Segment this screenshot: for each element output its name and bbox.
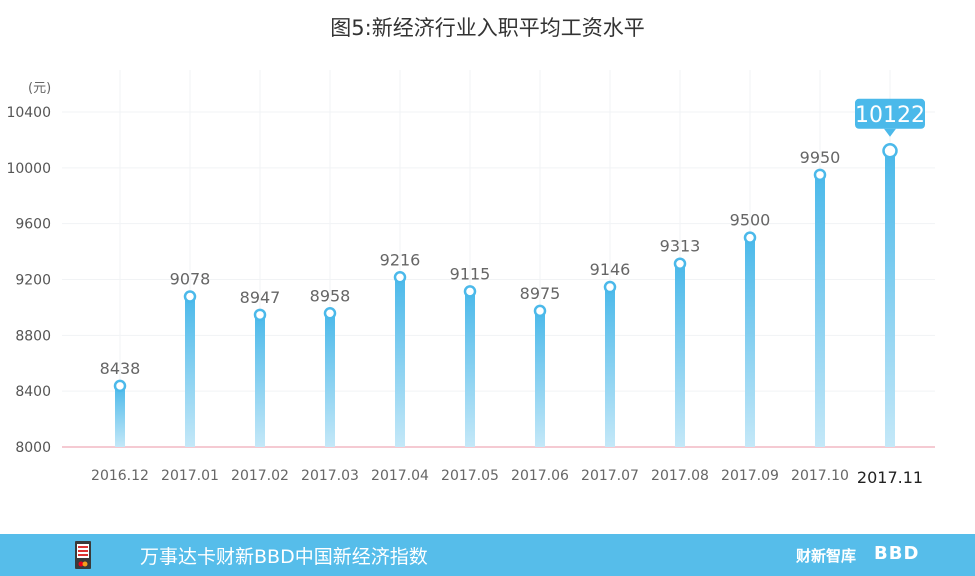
data-point-marker xyxy=(463,285,477,298)
bbd-brand: BBD xyxy=(874,543,920,564)
data-point-marker xyxy=(673,257,687,270)
value-callout-pointer xyxy=(884,128,896,137)
x-tick-label: 2017.04 xyxy=(371,468,429,484)
bar xyxy=(815,174,825,447)
bar-chart: 8000 8400 8800 9200 9600 10000 10400 (元) 8438 20… xyxy=(6,70,935,487)
data-label: 9146 xyxy=(590,260,631,279)
y-tick-label: 10400 xyxy=(6,105,51,121)
chart-title: 图5:新经济行业入职平均工资水平 xyxy=(330,16,645,40)
bar xyxy=(255,314,265,447)
y-tick-label: 10000 xyxy=(6,161,51,177)
caixin-brand: 财新智库 xyxy=(796,547,857,565)
data-label: 8947 xyxy=(240,288,281,307)
footer-title: 万事达卡财新BBD中国新经济指数 xyxy=(140,546,428,568)
data-label: 9950 xyxy=(800,148,841,167)
x-tick-label: 2017.03 xyxy=(301,468,359,484)
data-point-marker xyxy=(533,304,547,318)
footer-bar: 万事达卡财新BBD中国新经济指数 财新智库 BBD xyxy=(0,534,975,576)
x-tick-label: 2017.07 xyxy=(581,468,639,484)
x-tick-label: 2017.06 xyxy=(511,468,569,484)
x-tick-label: 2017.10 xyxy=(791,468,849,484)
x-tick-label: 2017.01 xyxy=(161,468,219,484)
bar xyxy=(395,277,405,447)
data-label: 9115 xyxy=(450,264,491,283)
data-label: 9078 xyxy=(170,270,211,289)
data-point-marker xyxy=(882,143,898,159)
data-point-marker xyxy=(253,308,267,322)
x-tick-label: 2017.09 xyxy=(721,468,779,484)
data-label: 9313 xyxy=(660,237,701,256)
x-tick-label: 2017.11 xyxy=(857,468,923,487)
mastercard-card-icon xyxy=(75,541,91,569)
x-tick-label: 2017.05 xyxy=(441,468,499,484)
bar xyxy=(325,313,335,447)
bar xyxy=(745,237,755,447)
y-tick-label: 8400 xyxy=(15,384,51,400)
data-label: 8438 xyxy=(100,359,141,378)
bar xyxy=(465,291,475,447)
bar xyxy=(605,287,615,447)
x-tick-label: 2017.08 xyxy=(651,468,709,484)
data-label: 8975 xyxy=(520,284,561,303)
data-label: 8958 xyxy=(310,286,351,305)
bar xyxy=(115,385,125,447)
bar xyxy=(885,150,895,447)
data-point-marker xyxy=(603,280,617,294)
data-point-marker xyxy=(323,307,337,320)
x-tick-label: 2016.12 xyxy=(91,468,149,484)
data-point-marker xyxy=(113,379,127,393)
value-callout xyxy=(855,98,925,129)
bar xyxy=(675,263,685,447)
y-tick-label: 9600 xyxy=(15,217,51,233)
bar xyxy=(535,310,545,447)
data-label: 9216 xyxy=(380,250,421,269)
data-point-marker xyxy=(813,168,827,182)
y-tick-label: 9200 xyxy=(15,273,51,289)
y-tick-label: 8000 xyxy=(15,440,51,456)
data-point-marker xyxy=(183,290,197,303)
y-tick-label: 8800 xyxy=(15,328,51,344)
y-axis-unit: (元) xyxy=(28,81,51,96)
data-label: 10122 xyxy=(855,103,925,128)
data-point-marker xyxy=(743,231,757,244)
data-point-marker xyxy=(393,271,407,284)
x-tick-label: 2017.02 xyxy=(231,468,289,484)
data-label: 9500 xyxy=(730,211,771,230)
bar xyxy=(185,296,195,447)
